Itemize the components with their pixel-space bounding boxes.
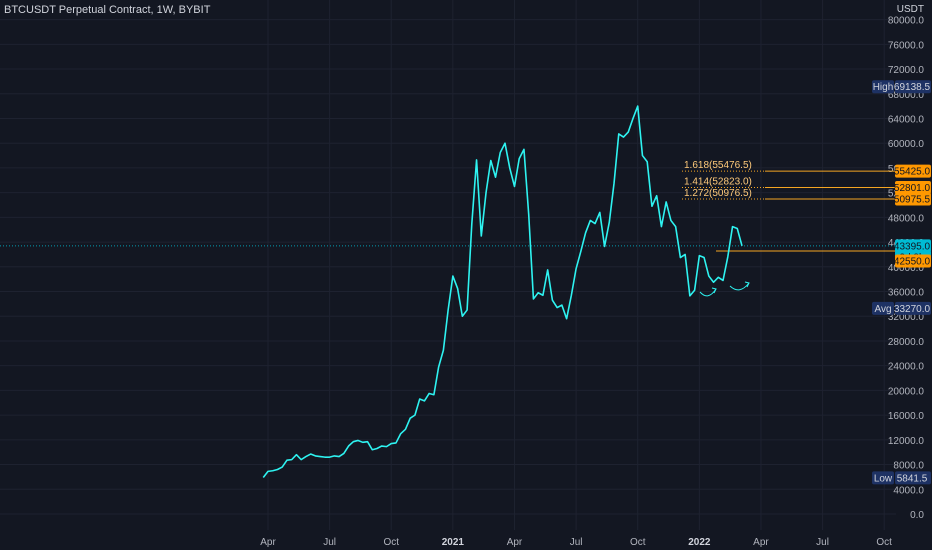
avg-badge: 33270.0 xyxy=(894,304,931,315)
x-axis: Apr Jul Oct 2021 Apr Jul Oct 2022 Apr Jul Oct xyxy=(260,537,892,548)
x-tick-label: Oct xyxy=(630,537,646,548)
high-badge-bg xyxy=(895,80,931,94)
fib-extension-levels: 1.618(55476.5) 1.414(52823.0)1.272(50976.… xyxy=(682,160,896,252)
current-price-badge-bg xyxy=(895,239,931,253)
y-tick-label: 68000.0 xyxy=(888,90,925,101)
fib-level-label: 1.618(55476.5) xyxy=(684,160,752,171)
y-tick-label: 28000.0 xyxy=(888,337,925,348)
y-tick-label: 48000.0 xyxy=(888,213,925,224)
x-tick-label: Jul xyxy=(570,537,583,548)
x-tick-label: Jul xyxy=(323,537,336,548)
high-badge: 69138.5 xyxy=(894,82,931,93)
fib-price-badge: 50975.5 xyxy=(894,194,931,205)
y-tick-label: 16000.0 xyxy=(888,411,925,422)
y-tick-label: 12000.0 xyxy=(888,436,925,447)
fib-level-label: 1.414(52823.0) xyxy=(684,177,752,188)
y-tick-label: 40000.0 xyxy=(888,263,925,274)
y-tick-label: 20000.0 xyxy=(888,386,925,397)
y-tick-label: 72000.0 xyxy=(888,65,925,76)
avg-tag: Avg xyxy=(874,304,891,315)
fib-price-badge: 55425.0 xyxy=(894,167,931,178)
x-tick-label: Apr xyxy=(753,537,769,548)
support-price-badge: 42550.0 xyxy=(894,257,931,268)
y-tick-label: 8000.0 xyxy=(893,461,924,472)
price-line xyxy=(262,105,743,479)
x-tick-label: Apr xyxy=(507,537,523,548)
y-tick-label: 76000.0 xyxy=(888,40,925,51)
high-tag: High xyxy=(873,82,894,93)
low-tag-bg xyxy=(872,471,894,485)
fib-price-badge-bg xyxy=(895,192,931,206)
x-tick-label: 2022 xyxy=(688,537,711,548)
y-tick-label: 24000.0 xyxy=(888,362,925,373)
low-badge: 5841.5 xyxy=(897,473,928,484)
high-tag-bg xyxy=(872,80,894,94)
arrow-head xyxy=(744,281,750,288)
avg-tag-bg xyxy=(872,301,894,315)
x-tick-label: Oct xyxy=(383,537,399,548)
low-tag: Low xyxy=(874,473,893,484)
avg-badge-bg xyxy=(895,301,931,315)
fib-price-badge-bg xyxy=(895,181,931,195)
arrow-head xyxy=(711,287,717,294)
y-tick-label: 64000.0 xyxy=(888,114,925,125)
pattern-arrows xyxy=(699,281,750,297)
current-price-badge: 43395.0 xyxy=(894,241,931,252)
low-badge-bg xyxy=(895,471,931,485)
price-series xyxy=(262,105,743,479)
fib-level-label: 1.272(50976.5) xyxy=(684,188,752,199)
fib-price-badge: 52801.0 xyxy=(894,183,931,194)
x-tick-label: Jul xyxy=(816,537,829,548)
y-tick-label: 36000.0 xyxy=(888,288,925,299)
x-tick-label: Apr xyxy=(260,537,276,548)
y-tick-label: 32000.0 xyxy=(888,312,925,323)
chart-title: BTCUSDT Perpetual Contract, 1W, BYBIT xyxy=(4,4,211,16)
y-tick-label: 4000.0 xyxy=(893,485,924,496)
y-tick-label: 80000.0 xyxy=(888,16,925,27)
y-tick-label: 60000.0 xyxy=(888,139,925,150)
curved-arrow xyxy=(729,282,750,291)
fib-price-badge-bg xyxy=(895,164,931,178)
x-tick-label: 2021 xyxy=(442,537,465,548)
x-tick-label: Oct xyxy=(876,537,892,548)
y-tick-label: 0.0 xyxy=(910,510,924,521)
currency-label: USDT xyxy=(897,4,924,15)
support-price-badge-bg xyxy=(895,254,931,268)
